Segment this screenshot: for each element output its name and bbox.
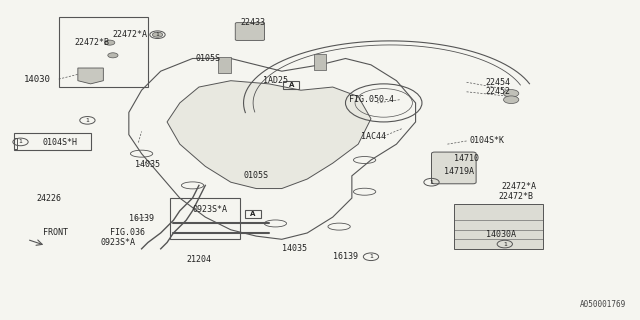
Bar (170, 198, 241, 239)
Text: 22472*B: 22472*B (499, 192, 533, 201)
Text: A: A (250, 211, 256, 217)
Text: 22452: 22452 (486, 87, 511, 96)
Polygon shape (167, 81, 371, 188)
Text: 22472*A: 22472*A (113, 30, 148, 39)
Text: 22472*A: 22472*A (502, 182, 536, 191)
Text: 1AC44: 1AC44 (362, 132, 387, 141)
Text: 14710: 14710 (454, 154, 479, 163)
Text: 14035: 14035 (282, 244, 307, 253)
Text: 0923S*A: 0923S*A (100, 238, 135, 247)
Text: 0104S*K: 0104S*K (470, 136, 505, 146)
Text: 22433: 22433 (241, 18, 266, 27)
Text: 22472*B: 22472*B (75, 38, 109, 47)
Text: 14719A: 14719A (444, 167, 474, 176)
Text: 0105S: 0105S (244, 172, 269, 180)
Text: 1: 1 (86, 118, 90, 123)
Bar (14, 138, 17, 149)
Text: 0104S*H: 0104S*H (43, 138, 78, 147)
Text: 24226: 24226 (36, 194, 61, 203)
Text: 14035: 14035 (135, 160, 160, 169)
Text: A050001769: A050001769 (580, 300, 626, 309)
Text: 1: 1 (503, 242, 507, 247)
Text: FIG.050-4: FIG.050-4 (349, 95, 394, 104)
Bar (314, 54, 326, 69)
Text: 1AD25: 1AD25 (262, 76, 287, 85)
Text: 0105S: 0105S (196, 54, 221, 63)
Text: 1: 1 (156, 32, 159, 37)
Text: 1: 1 (19, 140, 22, 144)
Text: A: A (289, 83, 294, 88)
Text: 22454: 22454 (486, 78, 511, 87)
Bar (454, 204, 543, 249)
Text: 21204: 21204 (186, 255, 211, 264)
Text: 0923S*A: 0923S*A (193, 205, 228, 214)
Bar (218, 57, 231, 73)
Circle shape (104, 40, 115, 45)
Bar (14, 133, 91, 150)
Circle shape (504, 90, 519, 97)
Circle shape (152, 32, 163, 37)
Bar (245, 210, 261, 218)
FancyBboxPatch shape (431, 152, 476, 184)
Text: 16139: 16139 (129, 214, 154, 223)
Text: FIG.036: FIG.036 (109, 228, 145, 237)
Bar (59, 17, 148, 87)
Circle shape (504, 96, 519, 104)
Text: 14030A: 14030A (486, 230, 516, 239)
FancyBboxPatch shape (236, 23, 264, 40)
Text: 1: 1 (429, 180, 433, 185)
Text: FRONT: FRONT (43, 228, 68, 237)
Text: 14030: 14030 (24, 75, 51, 84)
Text: 1: 1 (369, 254, 373, 259)
Bar (284, 82, 300, 89)
Polygon shape (78, 68, 103, 84)
Circle shape (108, 53, 118, 58)
Text: 16139: 16139 (333, 252, 358, 261)
